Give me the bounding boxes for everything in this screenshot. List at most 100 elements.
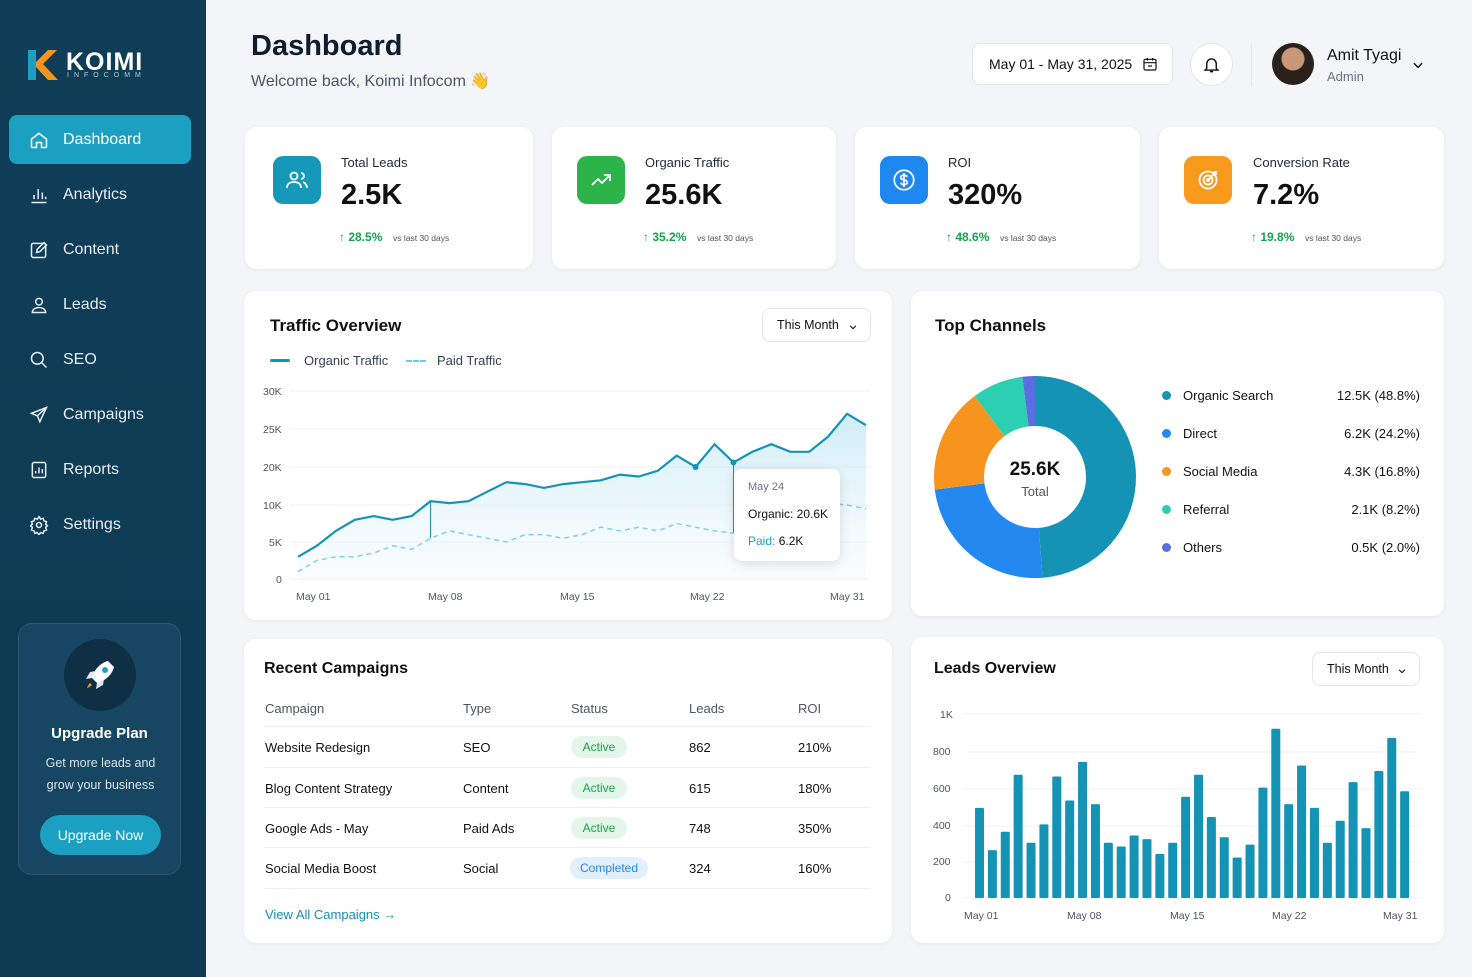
leads-period-value: This Month: [1327, 662, 1389, 676]
channels-title: Top Channels: [935, 316, 1047, 335]
campaign-roi: 160%: [798, 861, 832, 876]
bar[interactable]: [1116, 846, 1126, 898]
legend-dot: [1162, 391, 1171, 400]
gear-icon: [29, 514, 49, 535]
bar[interactable]: [1335, 820, 1345, 898]
bar[interactable]: [1258, 787, 1268, 898]
y-tick: 800: [933, 746, 951, 758]
donut-center-label: Total: [1021, 484, 1049, 499]
bar[interactable]: [1078, 761, 1088, 898]
bar[interactable]: [1309, 807, 1319, 898]
sidebar-item-settings[interactable]: Settings: [9, 500, 191, 549]
user-role: Admin: [1327, 69, 1364, 84]
channel-value: 0.5K (2.0%): [1351, 540, 1420, 555]
row-divider: [264, 847, 871, 848]
bar[interactable]: [1090, 804, 1100, 898]
stat-label: Organic Traffic: [645, 155, 730, 170]
bar[interactable]: [1206, 817, 1216, 898]
upgrade-now-button[interactable]: Upgrade Now: [40, 815, 161, 855]
organic-area: [298, 413, 866, 579]
bar[interactable]: [987, 850, 997, 898]
data-point[interactable]: [730, 459, 737, 466]
donut-slice[interactable]: [1035, 376, 1136, 578]
sidebar-item-label: Content: [63, 240, 120, 258]
bar[interactable]: [1387, 737, 1397, 898]
chevron-down-icon[interactable]: [1411, 58, 1425, 72]
bar[interactable]: [1155, 853, 1165, 898]
traffic-period-select[interactable]: This Month: [762, 308, 871, 342]
bar[interactable]: [1168, 842, 1178, 898]
stat-note: vs last 30 days: [1000, 233, 1057, 243]
sidebar-item-reports[interactable]: Reports: [9, 445, 191, 494]
bar[interactable]: [1245, 844, 1255, 898]
donut-slice[interactable]: [934, 483, 1043, 578]
tooltip-paid-value: 6.2K: [778, 534, 804, 548]
bar[interactable]: [1219, 837, 1229, 898]
page-title: Dashboard: [251, 30, 403, 62]
bar[interactable]: [1129, 835, 1139, 898]
y-tick: 0: [945, 892, 951, 904]
avatar[interactable]: [1272, 43, 1314, 85]
bar[interactable]: [1400, 791, 1410, 898]
sidebar-item-content[interactable]: Content: [9, 225, 191, 274]
column-header: ROI: [798, 701, 822, 716]
data-point[interactable]: [692, 464, 699, 470]
sidebar-item-dashboard[interactable]: Dashboard: [9, 115, 191, 164]
column-header: Leads: [689, 701, 725, 716]
bar[interactable]: [1348, 782, 1358, 898]
channel-name: Direct: [1183, 426, 1217, 441]
channel-value: 12.5K (48.8%): [1336, 388, 1420, 403]
notifications-button[interactable]: [1190, 43, 1233, 86]
user-icon: [31, 297, 47, 313]
stat-note: vs last 30 days: [697, 233, 754, 243]
sidebar-item-leads[interactable]: Leads: [9, 280, 191, 329]
bar[interactable]: [1026, 842, 1036, 898]
bar[interactable]: [1000, 831, 1010, 898]
bar[interactable]: [1181, 796, 1191, 898]
bar[interactable]: [1271, 728, 1281, 898]
stat-label: Total Leads: [341, 155, 408, 170]
bar[interactable]: [1039, 824, 1049, 898]
y-tick: 25K: [263, 424, 282, 436]
view-all-campaigns-link[interactable]: View All Campaigns →: [265, 907, 397, 922]
leads-period-select[interactable]: This Month: [1312, 652, 1420, 686]
bar[interactable]: [1194, 774, 1204, 898]
x-tick: May 31: [830, 591, 865, 603]
row-divider: [264, 767, 871, 768]
legend-dot: [1162, 505, 1171, 514]
bar[interactable]: [1142, 839, 1152, 898]
bar[interactable]: [1103, 842, 1113, 898]
donut-slice[interactable]: [974, 376, 1029, 437]
sidebar-item-seo[interactable]: SEO: [9, 335, 191, 384]
bar[interactable]: [1065, 800, 1075, 898]
brand-logo: KOIMI INFOCOMM: [26, 46, 176, 86]
send-icon: [29, 405, 48, 423]
bar[interactable]: [1284, 804, 1294, 898]
bar[interactable]: [1297, 765, 1307, 898]
row-divider: [264, 726, 871, 727]
donut-slice[interactable]: [1022, 376, 1035, 427]
bar[interactable]: [1361, 828, 1371, 898]
chart-tooltip: May 24 Organic: 20.6K Paid: 6.2K: [734, 469, 840, 561]
bar[interactable]: [975, 807, 985, 898]
stat-card-conversion-rate: Conversion Rate 7.2% ↑ 19.8% vs last 30 …: [1159, 127, 1444, 269]
stat-change: ↑ 28.5%: [339, 230, 383, 244]
channel-value: 4.3K (16.8%): [1344, 464, 1420, 479]
date-range-picker[interactable]: May 01 - May 31, 2025: [972, 43, 1173, 85]
bar[interactable]: [1013, 774, 1023, 898]
upgrade-title: Upgrade Plan: [51, 725, 148, 742]
sidebar-item-campaigns[interactable]: Campaigns: [9, 390, 191, 439]
campaign-type: Social: [463, 861, 499, 876]
bar[interactable]: [1052, 776, 1062, 898]
channels-donut-chart: [934, 376, 1136, 578]
bar[interactable]: [1374, 771, 1384, 898]
sidebar-item-analytics[interactable]: Analytics: [9, 170, 191, 219]
x-tick: May 22: [1272, 910, 1307, 922]
bar[interactable]: [1232, 857, 1242, 898]
x-tick: May 01: [296, 591, 331, 603]
bar[interactable]: [1322, 842, 1332, 898]
sidebar-item-label: Analytics: [63, 185, 128, 203]
campaign-leads: 862: [689, 740, 711, 755]
donut-slice[interactable]: [934, 396, 1005, 490]
legend-paid: Paid Traffic: [406, 353, 502, 368]
